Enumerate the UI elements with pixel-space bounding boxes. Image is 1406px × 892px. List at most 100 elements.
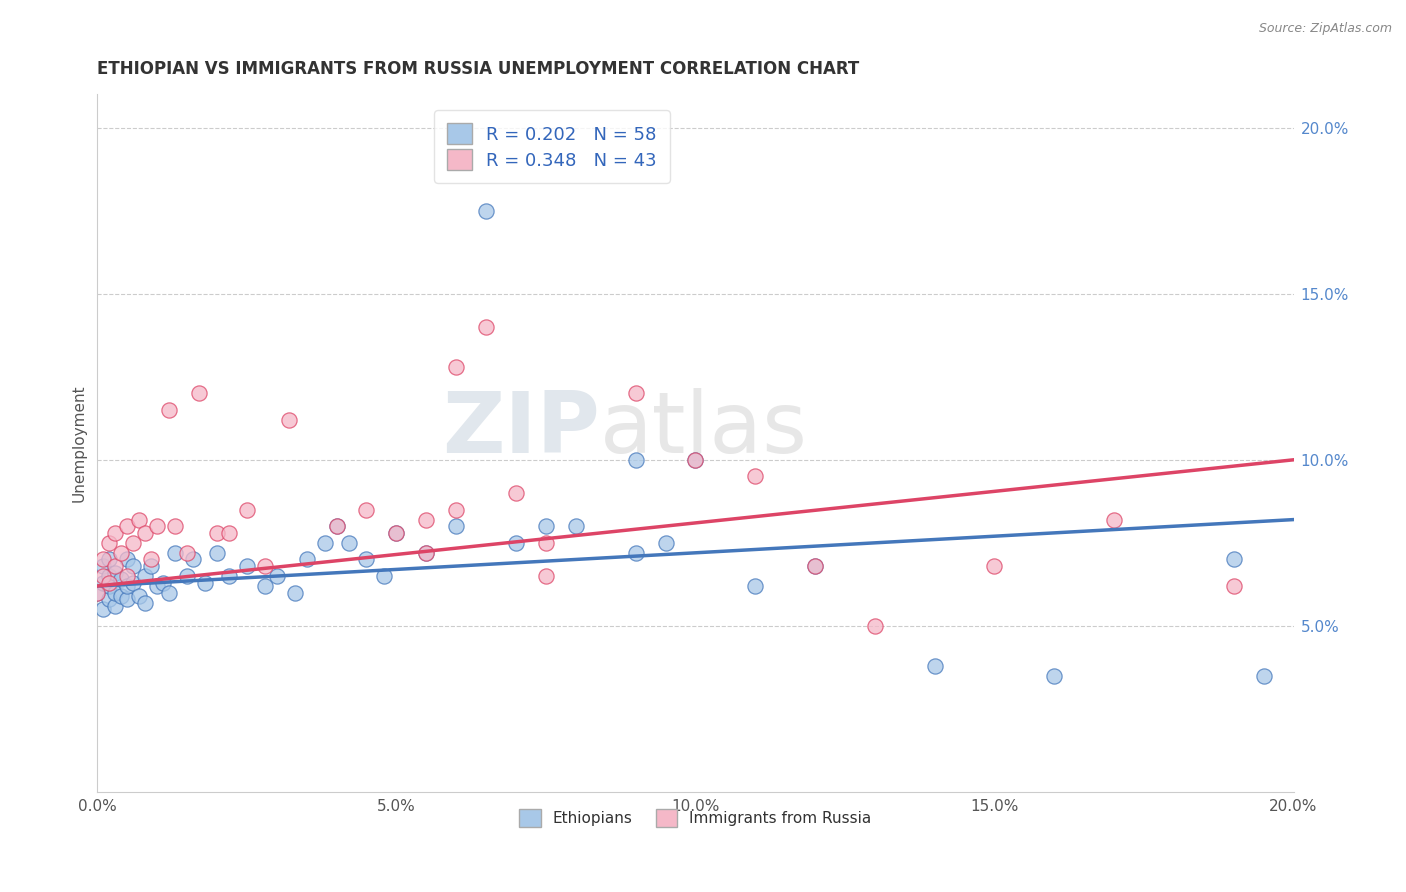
Point (188, 386, 211, 401)
Point (218, 569, 240, 583)
Point (181, 552, 204, 566)
Point (236, 502, 259, 516)
Point (444, 502, 467, 516)
Point (505, 486, 527, 500)
Point (165, 519, 187, 533)
Point (98, 575, 121, 590)
Point (534, 519, 557, 533)
Legend: Ethiopians, Immigrants from Russia: Ethiopians, Immigrants from Russia (513, 804, 877, 833)
Point (146, 579, 169, 593)
Point (1102, 513, 1125, 527)
Text: ZIP: ZIP (441, 388, 600, 471)
Y-axis label: Unemployment: Unemployment (72, 384, 86, 502)
Point (91, 602, 114, 616)
Point (141, 559, 163, 574)
Point (117, 592, 139, 607)
Point (253, 559, 276, 574)
Point (804, 559, 827, 574)
Point (86, 585, 108, 599)
Point (1222, 579, 1244, 593)
Point (98, 536, 121, 550)
Point (356, 552, 378, 566)
Point (205, 546, 228, 560)
Point (110, 589, 132, 603)
Point (117, 569, 139, 583)
Point (744, 579, 766, 593)
Point (415, 546, 437, 560)
Point (110, 546, 132, 560)
Point (91, 575, 114, 590)
Point (804, 559, 827, 574)
Point (128, 589, 150, 603)
Point (373, 569, 395, 583)
Point (924, 658, 946, 673)
Point (284, 585, 307, 599)
Point (1222, 552, 1244, 566)
Point (98, 579, 121, 593)
Point (983, 559, 1005, 574)
Point (205, 525, 228, 540)
Point (744, 469, 766, 483)
Point (86, 585, 108, 599)
Point (475, 320, 498, 334)
Text: ETHIOPIAN VS IMMIGRANTS FROM RUSSIA UNEMPLOYMENT CORRELATION CHART: ETHIOPIAN VS IMMIGRANTS FROM RUSSIA UNEM… (97, 60, 859, 78)
Point (134, 525, 156, 540)
Point (385, 525, 408, 540)
Point (415, 546, 437, 560)
Text: atlas: atlas (600, 388, 807, 471)
Point (337, 536, 360, 550)
Point (534, 536, 557, 550)
Point (141, 552, 163, 566)
Point (91, 552, 114, 566)
Point (98, 592, 121, 607)
Point (295, 552, 318, 566)
Point (122, 575, 145, 590)
Point (157, 403, 180, 417)
Point (236, 559, 259, 574)
Point (534, 569, 557, 583)
Point (385, 525, 408, 540)
Point (128, 513, 150, 527)
Point (91, 559, 114, 574)
Point (134, 596, 156, 610)
Point (565, 519, 588, 533)
Point (415, 513, 437, 527)
Point (624, 546, 647, 560)
Point (134, 569, 156, 583)
Point (314, 536, 336, 550)
Point (117, 579, 139, 593)
Point (863, 619, 886, 633)
Point (176, 569, 198, 583)
Point (1253, 669, 1275, 683)
Point (218, 525, 240, 540)
Point (165, 546, 187, 560)
Point (325, 519, 347, 533)
Point (91, 569, 114, 583)
Point (654, 536, 676, 550)
Point (624, 452, 647, 467)
Point (117, 552, 139, 566)
Point (110, 573, 132, 587)
Point (146, 519, 169, 533)
Point (117, 519, 139, 533)
Point (253, 579, 276, 593)
Point (104, 525, 127, 540)
Point (356, 502, 378, 516)
Point (325, 519, 347, 533)
Point (152, 575, 174, 590)
Point (1043, 669, 1066, 683)
Point (475, 203, 498, 218)
Point (266, 569, 288, 583)
Point (104, 559, 127, 574)
Point (122, 536, 145, 550)
Point (444, 359, 467, 374)
Point (157, 585, 180, 599)
Point (122, 559, 145, 574)
Point (98, 569, 121, 583)
Point (104, 585, 127, 599)
Point (685, 452, 707, 467)
Point (277, 413, 299, 427)
Point (505, 536, 527, 550)
Point (624, 386, 647, 401)
Point (104, 599, 127, 613)
